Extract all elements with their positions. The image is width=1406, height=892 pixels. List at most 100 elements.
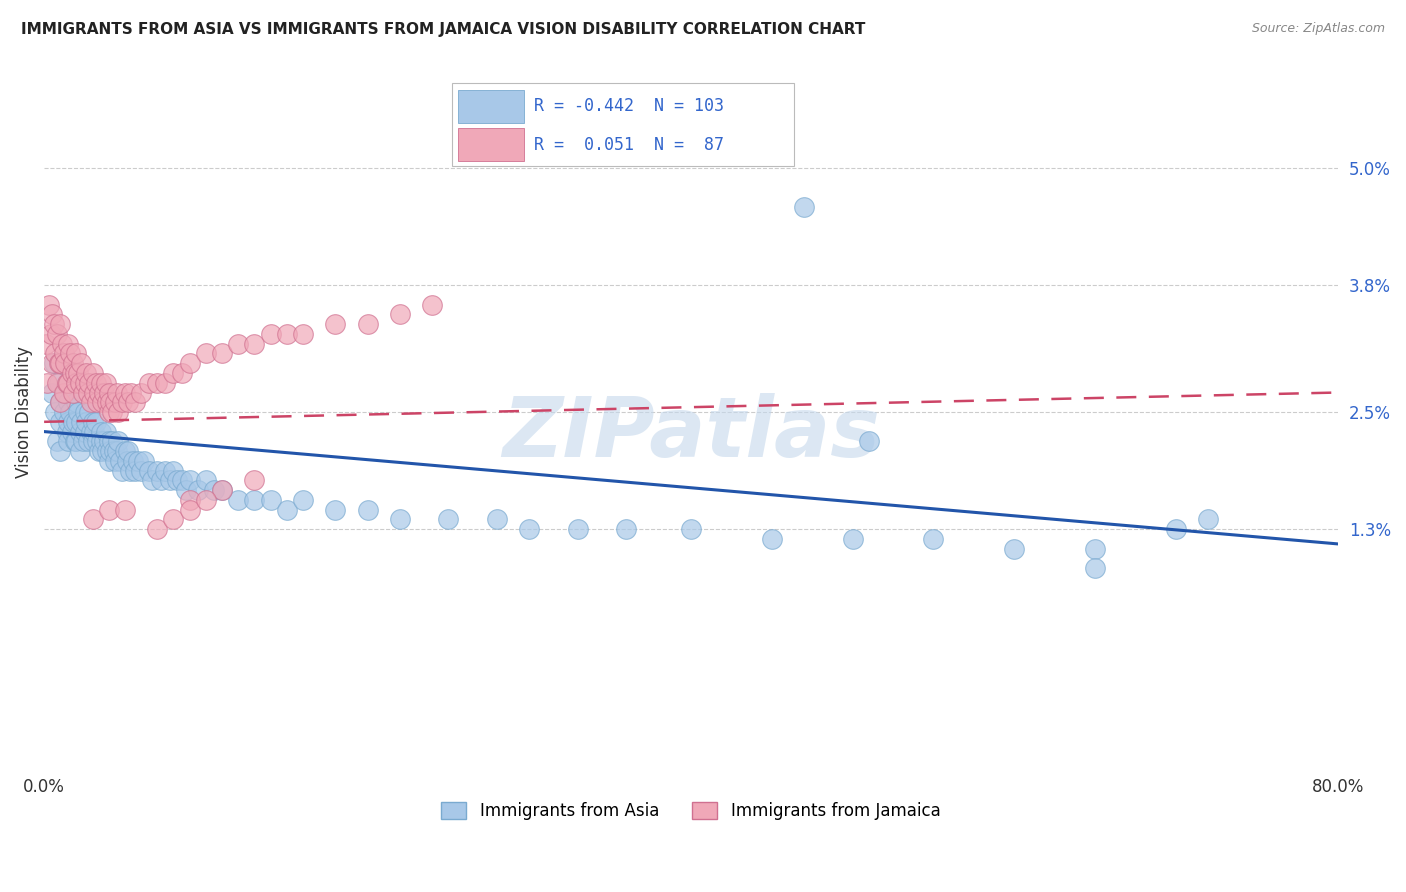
Point [70,415,93,429]
Point [90,376,112,390]
Point [567,522,589,536]
Point [170,366,193,380]
Point [356,502,378,516]
Point [94,425,117,439]
Point [841,532,863,546]
Point [276,326,298,341]
Point [176,483,198,498]
Point [73,405,96,419]
Point [211,483,233,498]
Point [91,444,114,458]
Point [117,395,139,409]
Point [97,502,120,516]
Point [52,346,75,360]
Point [149,474,172,488]
Point [48,356,70,370]
Point [105,444,128,458]
Point [60,366,83,380]
Point [49,395,72,409]
Point [96,395,118,409]
Point [94,376,117,390]
Point [53,385,76,400]
Point [46,326,69,341]
Point [356,317,378,331]
Point [65,346,87,360]
Point [90,425,112,439]
Point [138,376,160,390]
Point [55,425,77,439]
Point [76,385,98,400]
Point [69,444,91,458]
Point [41,385,63,400]
Point [70,356,93,370]
Point [58,415,80,429]
Point [1084,561,1107,575]
Point [38,298,60,312]
Point [58,434,80,449]
Point [82,434,104,449]
Point [211,483,233,498]
Point [49,317,72,331]
Point [35,336,58,351]
Point [108,454,131,468]
Point [166,474,188,488]
Point [179,492,201,507]
Point [1002,541,1025,556]
Point [100,395,122,409]
Point [84,415,107,429]
Point [141,474,163,488]
Point [42,356,65,370]
Text: ZIPatlas: ZIPatlas [502,393,880,475]
Point [69,425,91,439]
Point [179,356,201,370]
Point [96,444,118,458]
Point [82,512,104,526]
Point [162,366,184,380]
Point [73,376,96,390]
Point [437,512,460,526]
Point [107,434,129,449]
Point [65,415,87,429]
Point [58,376,80,390]
Point [63,366,86,380]
Point [1164,522,1187,536]
Point [46,434,69,449]
Point [49,415,72,429]
Point [37,376,59,390]
Point [75,366,97,380]
Point [291,326,314,341]
Point [259,492,281,507]
Text: R =  0.051  N =  87: R = 0.051 N = 87 [534,136,724,153]
Point [93,385,115,400]
Point [1084,541,1107,556]
Point [614,522,637,536]
Point [243,336,266,351]
Point [129,385,152,400]
Point [75,415,97,429]
Point [226,336,249,351]
Point [58,336,80,351]
FancyBboxPatch shape [451,83,794,166]
Point [146,522,169,536]
Point [127,454,149,468]
Point [114,502,136,516]
Text: IMMIGRANTS FROM ASIA VS IMMIGRANTS FROM JAMAICA VISION DISABILITY CORRELATION CH: IMMIGRANTS FROM ASIA VS IMMIGRANTS FROM … [21,22,866,37]
Point [155,376,177,390]
Point [80,425,103,439]
Point [194,492,217,507]
Point [162,464,184,478]
Point [62,356,84,370]
Point [83,425,105,439]
Y-axis label: Vision Disability: Vision Disability [15,346,32,478]
Point [107,405,129,419]
Point [101,405,124,419]
Point [84,376,107,390]
Point [83,385,105,400]
Point [243,474,266,488]
Point [117,444,139,458]
Point [159,474,181,488]
Point [134,454,156,468]
Point [52,405,75,419]
Point [104,454,127,468]
Point [79,405,101,419]
